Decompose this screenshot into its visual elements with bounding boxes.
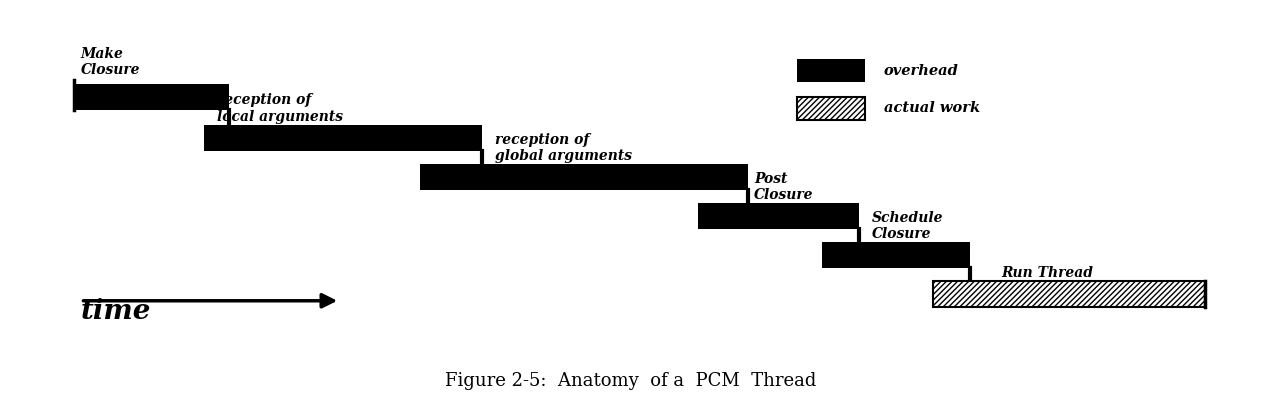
Text: Make
Closure: Make Closure xyxy=(81,47,140,77)
Bar xyxy=(933,281,1206,307)
Text: Figure 2-5:  Anatomy  of a  PCM  Thread: Figure 2-5: Anatomy of a PCM Thread xyxy=(445,372,816,390)
Bar xyxy=(74,84,230,110)
Text: time: time xyxy=(81,298,151,325)
Text: reception of
global arguments: reception of global arguments xyxy=(494,133,632,163)
Bar xyxy=(420,164,748,190)
Text: actual work: actual work xyxy=(884,101,980,115)
Text: Post
Closure: Post Closure xyxy=(754,172,813,202)
Bar xyxy=(699,203,859,229)
Bar xyxy=(204,125,482,150)
Bar xyxy=(797,59,865,82)
Bar xyxy=(822,242,971,268)
Text: Schedule
Closure: Schedule Closure xyxy=(871,211,943,241)
Text: overhead: overhead xyxy=(884,64,958,78)
Bar xyxy=(797,97,865,120)
Text: Run Thread: Run Thread xyxy=(1001,266,1093,280)
Text: reception of
local arguments: reception of local arguments xyxy=(217,94,343,123)
